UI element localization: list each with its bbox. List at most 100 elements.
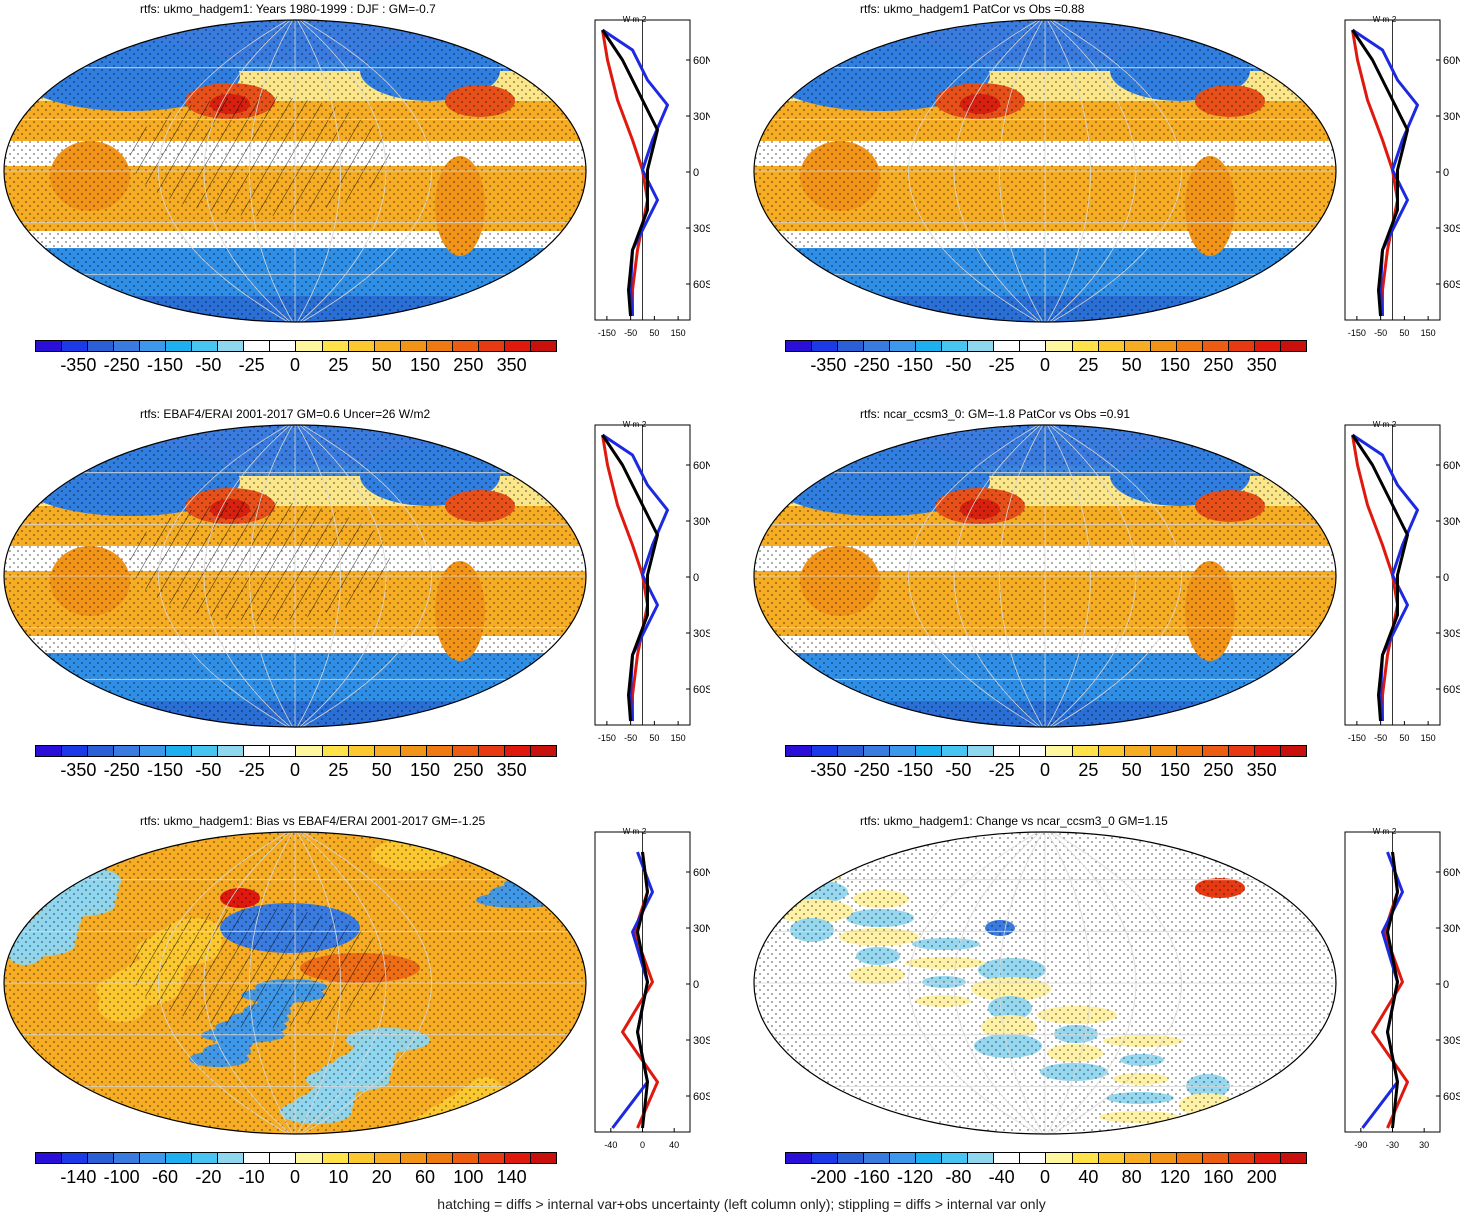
colorbar-tick-label: 0 <box>289 1167 301 1187</box>
colorbar-swatch <box>1202 1153 1229 1163</box>
colorbar-swatch <box>114 1153 141 1163</box>
panel-4: rtfs: ncar_ccsm3_0: GM=-1.8 PatCor vs Ob… <box>750 405 1483 800</box>
colorbar-tick-label: 200 <box>1246 1167 1277 1187</box>
colorbar-tick-label: -25 <box>238 760 265 780</box>
colorbar-swatch <box>296 1153 323 1163</box>
colorbar-tick-label: -200 <box>810 1167 847 1187</box>
colorbar-swatch <box>296 341 323 351</box>
colorbar-swatch <box>890 341 917 351</box>
latitude-tick-label: 30S <box>1443 223 1460 235</box>
colorbar-swatch <box>1046 746 1073 756</box>
latitude-tick-label: 30N <box>693 923 710 935</box>
colorbar-swatch <box>114 341 141 351</box>
colorbar-swatch <box>478 1153 505 1163</box>
colorbar-swatch <box>426 1153 453 1163</box>
panel-title: rtfs: ukmo_hadgem1 PatCor vs Obs =0.88 <box>860 2 1085 16</box>
colorbar-tick-label: 0 <box>289 760 301 780</box>
colorbar-swatch <box>348 1153 375 1163</box>
colorbar-swatch <box>322 1153 349 1163</box>
colorbar-tick-label: 25 <box>328 760 349 780</box>
latitude-tick-label: 0 <box>693 572 699 584</box>
colorbar-swatch <box>1150 341 1177 351</box>
colorbar <box>35 1152 557 1164</box>
colorbar-swatch <box>942 1153 969 1163</box>
colorbar-tick-label: -25 <box>988 355 1015 375</box>
colorbar-tick-label: 40 <box>1078 1167 1099 1187</box>
colorbar-swatch <box>864 1153 891 1163</box>
zonal-tick-label: -50 <box>624 328 637 338</box>
robinson-map <box>3 19 587 323</box>
colorbar-tick-label: 50 <box>1121 760 1142 780</box>
colorbar-swatch <box>504 746 531 756</box>
zonal-mean-line <box>1351 434 1409 722</box>
colorbar-swatch <box>1124 746 1151 756</box>
zonal-mean-plot: W m-2 60N 30N 0 30S 60S -150 -50 50 150 <box>1344 420 1460 743</box>
zonal-tick-label: -90 <box>1354 1140 1367 1150</box>
colorbar-swatch <box>140 1153 167 1163</box>
colorbar-swatch <box>192 746 219 756</box>
colorbar-tick-label: 150 <box>409 355 441 375</box>
colorbar-swatch <box>1280 1153 1306 1163</box>
colorbar-tick-label: 25 <box>1078 760 1099 780</box>
colorbar-swatch <box>322 341 349 351</box>
colorbar-swatch <box>1254 746 1281 756</box>
colorbar-swatch <box>36 1153 63 1163</box>
colorbar-swatch <box>36 341 63 351</box>
colorbar-swatch <box>1280 746 1306 756</box>
colorbar-tick-label: -350 <box>60 760 97 780</box>
zonal-unit-label: W m-2 <box>1373 15 1397 24</box>
latitude-tick-label: 30N <box>693 516 710 528</box>
colorbar-tick-label: -25 <box>988 760 1015 780</box>
colorbar-swatch <box>530 746 556 756</box>
colorbar-swatch <box>1280 341 1306 351</box>
panel-2: rtfs: ukmo_hadgem1 PatCor vs Obs =0.88 -3… <box>750 0 1483 395</box>
figure-caption: hatching = diffs > internal var+obs unce… <box>437 1196 1046 1212</box>
latitude-tick-label: 60S <box>693 1091 710 1103</box>
latitude-tick-label: 30N <box>693 111 710 123</box>
colorbar <box>35 340 557 352</box>
colorbar-swatch <box>1072 341 1099 351</box>
colorbar-swatch <box>864 341 891 351</box>
colorbar-swatch <box>504 1153 531 1163</box>
colorbar-swatch <box>1124 341 1151 351</box>
colorbar-swatch <box>374 1153 401 1163</box>
colorbar-labels: -350 -250 -150 -50 -25 0 25 50 150 250 350 <box>35 760 555 782</box>
colorbar-tick-label: -120 <box>896 1167 934 1187</box>
latitude-tick-label: 30S <box>1443 628 1460 640</box>
latitude-tick-label: 30S <box>693 628 710 640</box>
colorbar-tick-label: 25 <box>328 355 349 375</box>
panel-title: rtfs: ukmo_hadgem1: Bias vs EBAF4/ERAI 2… <box>140 814 486 828</box>
colorbar-swatch <box>270 341 297 351</box>
zonal-tick-label: 0 <box>640 1140 645 1150</box>
colorbar-tick-label: 140 <box>496 1167 527 1187</box>
colorbar-swatch <box>812 341 839 351</box>
colorbar-tick-label: -250 <box>853 760 890 780</box>
colorbar-swatch <box>452 1153 479 1163</box>
colorbar-tick-label: -50 <box>195 355 222 375</box>
colorbar-tick-label: 50 <box>1121 355 1142 375</box>
colorbar-tick-label: 250 <box>453 355 484 375</box>
zonal-tick-label: -150 <box>1348 733 1366 743</box>
colorbar-tick-label: 0 <box>1039 355 1051 375</box>
latitude-tick-label: 60S <box>1443 279 1460 291</box>
colorbar-swatch <box>426 341 453 351</box>
zonal-tick-label: -150 <box>1348 328 1366 338</box>
colorbar-swatch <box>192 341 219 351</box>
colorbar-swatch <box>994 1153 1021 1163</box>
robinson-map <box>3 831 587 1135</box>
colorbar-swatch <box>140 341 167 351</box>
colorbar-swatch <box>838 746 865 756</box>
zonal-tick-label: 50 <box>1399 733 1409 743</box>
colorbar-tick-label: 160 <box>1203 1167 1234 1187</box>
zonal-mean-line <box>636 851 649 1129</box>
colorbar-swatch <box>62 1153 89 1163</box>
colorbar-tick-label: -10 <box>238 1167 265 1187</box>
latitude-tick-label: 30N <box>1443 516 1460 528</box>
panel-title: rtfs: EBAF4/ERAI 2001-2017 GM=0.6 Uncer=… <box>140 407 431 421</box>
colorbar-tick-label: 150 <box>1159 760 1191 780</box>
robinson-map <box>3 424 587 728</box>
robinson-map <box>753 424 1337 728</box>
colorbar-swatch <box>1228 1153 1255 1163</box>
colorbar-tick-label: -80 <box>945 1167 972 1187</box>
colorbar-tick-label: 50 <box>371 355 392 375</box>
